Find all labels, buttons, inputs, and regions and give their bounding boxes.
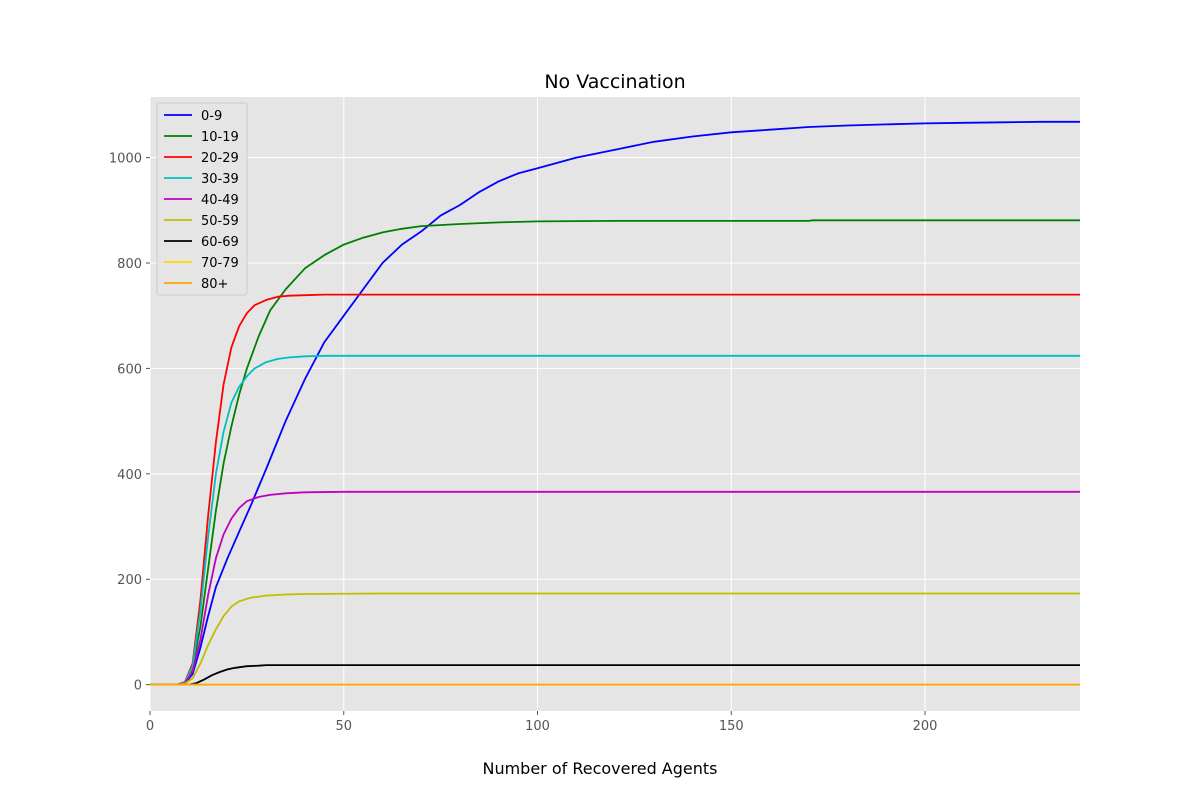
y-tick-label: 1000 [109,152,142,167]
legend-label-20-29: 20-29 [201,151,239,166]
x-tick-label: 0 [146,719,154,734]
legend-label-10-19: 10-19 [201,130,239,145]
legend-label-30-39: 30-39 [201,172,239,187]
legend-label-60-69: 60-69 [201,235,239,250]
legend-label-80+: 80+ [201,277,228,292]
y-tick-label: 200 [117,573,142,588]
legend-label-70-79: 70-79 [201,256,239,271]
legend-label-50-59: 50-59 [201,214,239,229]
x-axis-ticks: 0 50 100 150 200 [146,711,938,734]
y-tick-label: 800 [117,257,142,272]
x-tick-label: 200 [913,719,938,734]
series-line-0-9 [150,120,1080,686]
series-line-10-19 [150,219,1080,686]
series-line-50-59 [150,592,1080,686]
y-axis-ticks: 0 200 400 600 800 1000 [109,152,150,694]
y-tick-label: 600 [117,362,142,377]
series-line-40-49 [150,490,1080,686]
legend-box [156,102,248,296]
series-line-60-69 [150,664,1080,686]
y-tick-label: 400 [117,468,142,483]
series-line-30-39 [150,354,1080,686]
x-tick-label: 100 [525,719,550,734]
plot-background [150,97,1080,711]
series-lines [150,120,1080,686]
legend: 0-9 10-19 20-29 30-39 40-49 50-59 60-69 70-79 80… [156,102,248,296]
x-axis-label: Number of Recovered Agents [482,759,717,778]
x-tick-label: 150 [719,719,744,734]
x-tick-label: 50 [335,719,352,734]
y-tick-label: 0 [134,679,142,694]
legend-label-0-9: 0-9 [201,109,222,124]
chart-title: No Vaccination [544,71,685,93]
legend-label-40-49: 40-49 [201,193,239,208]
